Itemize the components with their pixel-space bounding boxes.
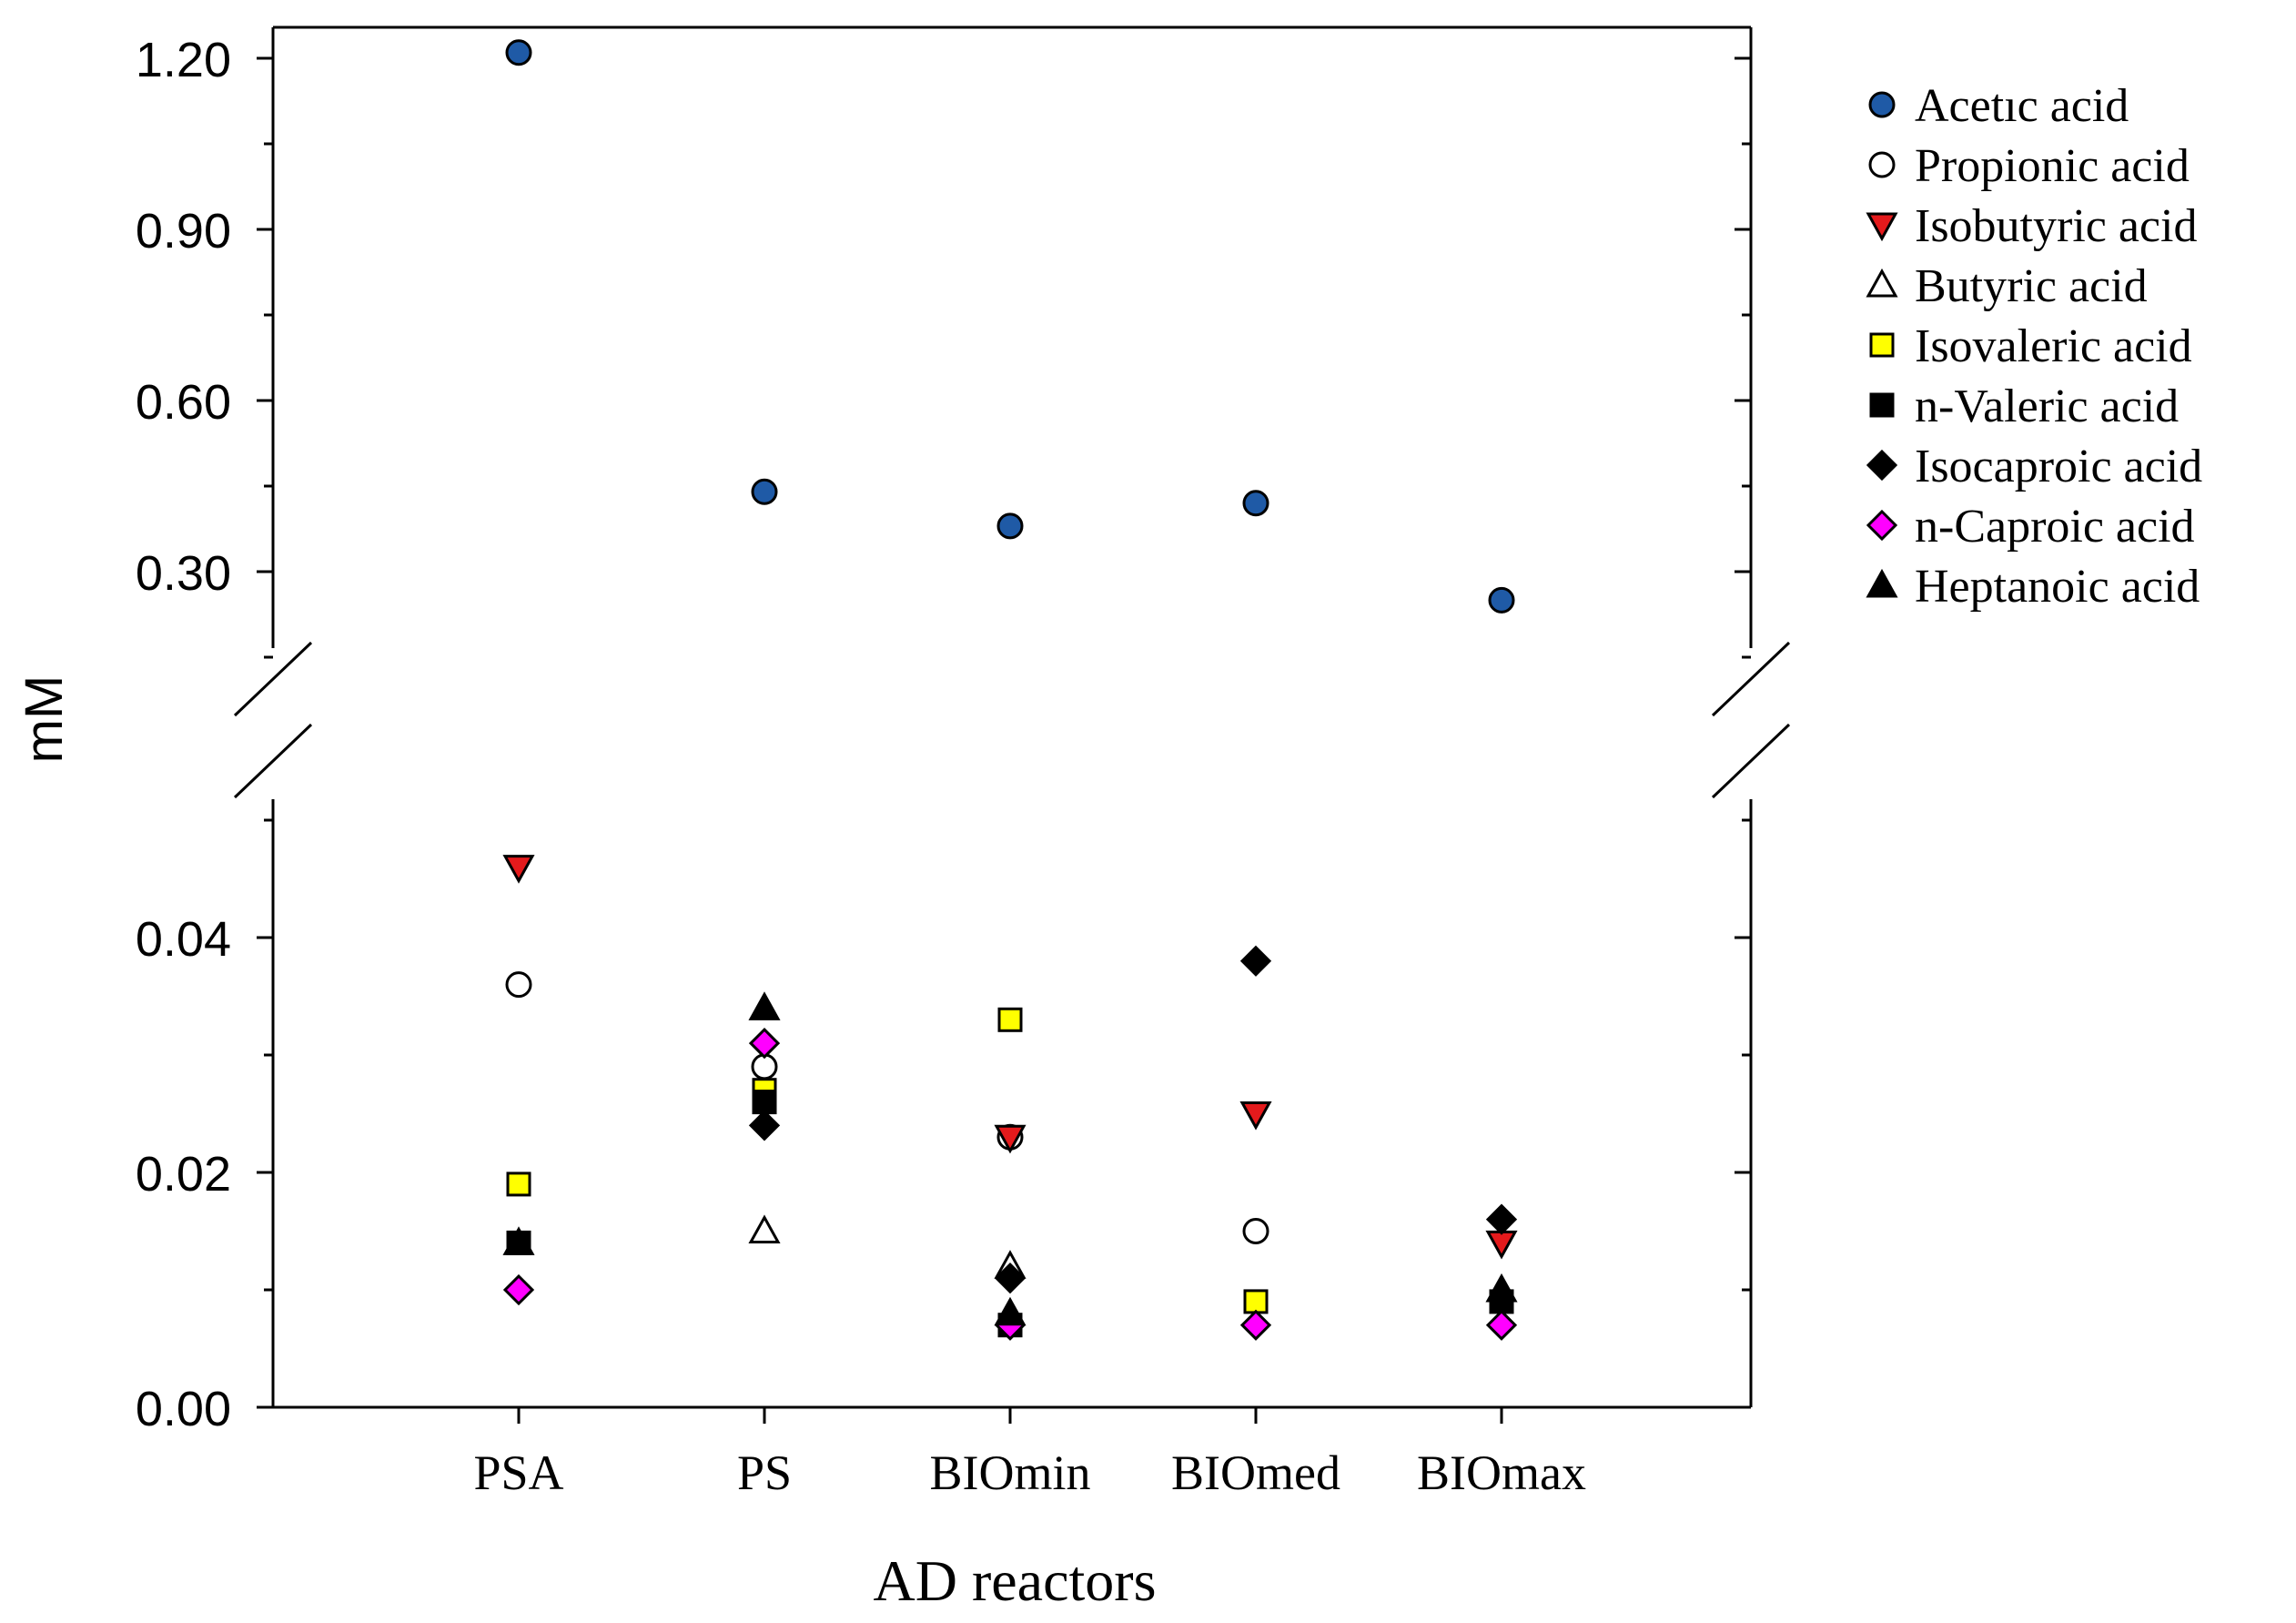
legend-label: Heptanoic acid (1915, 561, 2200, 613)
legend-label: Propionic acid (1915, 140, 2190, 192)
axis-break-left-lower (233, 723, 313, 799)
x-tick-label: PS (737, 1445, 792, 1500)
data-point (1243, 1289, 1269, 1314)
legend-marker (1868, 91, 1896, 118)
legend-label: Butyric acid (1915, 260, 2148, 312)
data-point (1239, 1309, 1272, 1341)
data-point (506, 1172, 531, 1197)
data-point (502, 855, 535, 884)
data-point (751, 478, 778, 505)
data-points (502, 39, 1518, 1341)
y-axis-label: mM (15, 675, 74, 764)
data-point (505, 971, 532, 999)
data-point (748, 1110, 781, 1141)
x-tick-label: BIOmin (929, 1445, 1090, 1500)
legend-label: n-Valeric acid (1915, 380, 2179, 432)
y-tick-label: 0.00 (136, 1382, 231, 1436)
data-point (505, 39, 532, 66)
data-point (748, 991, 781, 1020)
legend-label: Isocaproic acid (1915, 441, 2202, 492)
x-axis-label: AD reactors (874, 1548, 1157, 1613)
legend-marker (1866, 212, 1898, 242)
x-tick-label: PSA (473, 1445, 563, 1500)
legend-marker (1866, 449, 1898, 482)
legend: Acetıc acid Propionic acid Isobutyric acid… (1866, 80, 2202, 613)
x-tick-label: BIOmed (1171, 1445, 1340, 1500)
legend-marker (1866, 509, 1898, 542)
axis-break-right-lower (1711, 723, 1791, 799)
data-point (1485, 1203, 1518, 1235)
legend-label: Isobutyric acid (1915, 200, 2197, 252)
y-tick-label: 1.20 (136, 33, 231, 87)
y-tick-label: 0.60 (136, 375, 231, 430)
legend-marker (1869, 392, 1895, 418)
data-point (1488, 586, 1515, 614)
x-tick-label: BIOmax (1417, 1445, 1586, 1500)
legend-label: n-Caproic acid (1915, 501, 2195, 553)
legend-marker (1866, 568, 1898, 598)
data-point (1242, 1218, 1269, 1244)
axis-break-right-upper (1711, 641, 1791, 717)
legend-label: Isovaleric acid (1915, 320, 2192, 372)
axis-ticks: 1.20 0.90 0.60 0.30 0.04 0.02 0.00 PSA PS BIOmin B… (136, 33, 1751, 1500)
plot-frame (233, 25, 1791, 1409)
data-point (1239, 1101, 1272, 1131)
data-point (1242, 490, 1269, 517)
data-point (752, 1090, 777, 1115)
y-tick-label: 0.02 (136, 1147, 231, 1202)
data-point (502, 1226, 535, 1255)
data-point (748, 1027, 781, 1060)
data-point (994, 1262, 1027, 1294)
axis-break-left-upper (233, 641, 313, 717)
data-point (748, 1214, 781, 1243)
legend-marker (1869, 332, 1895, 358)
data-point (502, 1273, 535, 1306)
data-point (1239, 945, 1272, 977)
y-tick-label: 0.90 (136, 204, 231, 259)
data-point (1485, 1230, 1518, 1260)
y-tick-label: 0.30 (136, 546, 231, 601)
data-point (1485, 1273, 1518, 1303)
data-point (1485, 1309, 1518, 1341)
data-point (994, 1124, 1027, 1154)
legend-label: Acetıc acid (1915, 80, 2129, 132)
data-point (996, 512, 1024, 540)
data-point (994, 1296, 1027, 1326)
legend-marker (1868, 151, 1896, 178)
y-tick-label: 0.04 (136, 912, 231, 967)
data-point (997, 1007, 1023, 1032)
legend-marker (1866, 268, 1898, 298)
